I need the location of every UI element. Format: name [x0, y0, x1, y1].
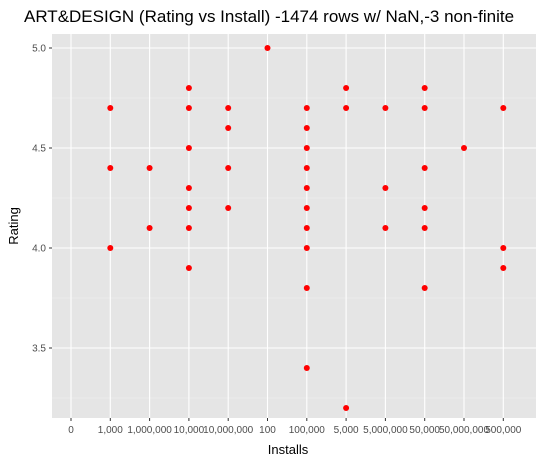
data-point — [185, 145, 192, 151]
x-tick-label: 1,000 — [98, 425, 123, 436]
data-point — [500, 265, 507, 271]
data-points — [107, 45, 507, 411]
data-point — [421, 285, 428, 291]
data-point — [343, 105, 350, 111]
data-point — [225, 125, 232, 131]
y-tick-label: 3.5 — [32, 344, 46, 355]
data-point — [303, 105, 310, 111]
data-point — [421, 205, 428, 211]
data-point — [303, 245, 310, 251]
y-tick-label: 4.5 — [32, 144, 46, 155]
data-point — [185, 85, 192, 91]
x-tick-label: 10,000,000 — [203, 425, 253, 436]
data-point — [185, 185, 192, 191]
x-tick-label: 50,000 — [409, 425, 440, 436]
data-point — [303, 165, 310, 171]
x-tick-label: 5,000 — [334, 425, 359, 436]
data-point — [421, 225, 428, 231]
data-point — [107, 165, 114, 171]
data-point — [500, 245, 507, 251]
data-point — [382, 105, 389, 111]
data-point — [303, 125, 310, 131]
data-point — [421, 105, 428, 111]
data-point — [303, 365, 310, 371]
data-point — [421, 85, 428, 91]
x-tick-label: 1,000,000 — [127, 425, 172, 436]
data-point — [303, 145, 310, 151]
data-point — [303, 225, 310, 231]
data-point — [225, 205, 232, 211]
data-point — [303, 285, 310, 291]
data-point — [185, 265, 192, 271]
data-point — [382, 225, 389, 231]
x-tick-label: 100,000 — [289, 425, 326, 436]
x-tick-label: 500,000 — [485, 425, 522, 436]
data-point — [500, 105, 507, 111]
x-tick-label: 100 — [259, 425, 276, 436]
y-axis-title: Rating — [6, 207, 21, 245]
y-axis-ticks: 3.5 4.0 4.5 5.0 — [32, 44, 52, 355]
plot-panel — [52, 34, 536, 418]
x-axis-title: Installs — [268, 442, 309, 457]
data-point — [264, 45, 271, 51]
minor-gridlines — [52, 97, 536, 399]
data-point — [343, 85, 350, 91]
data-point — [185, 105, 192, 111]
data-point — [421, 165, 428, 171]
data-point — [225, 105, 232, 111]
data-point — [225, 165, 232, 171]
x-tick-label: 5,000,000 — [363, 425, 408, 436]
data-point — [185, 205, 192, 211]
data-point — [461, 145, 467, 151]
data-point — [146, 165, 153, 171]
data-point — [303, 185, 310, 191]
data-point — [303, 205, 310, 211]
chart-title: ART&DESIGN (Rating vs Install) -1474 row… — [24, 7, 514, 26]
data-point — [343, 405, 350, 411]
data-point — [382, 185, 389, 191]
x-tick-label: 10,000 — [174, 425, 205, 436]
x-tick-label: 50,000,000 — [439, 425, 489, 436]
data-point — [107, 245, 114, 251]
y-tick-label: 5.0 — [32, 44, 46, 55]
data-point — [146, 225, 153, 231]
data-point — [185, 225, 192, 231]
data-point — [107, 105, 114, 111]
y-tick-label: 4.0 — [32, 244, 46, 255]
x-tick-label: 0 — [68, 425, 74, 436]
